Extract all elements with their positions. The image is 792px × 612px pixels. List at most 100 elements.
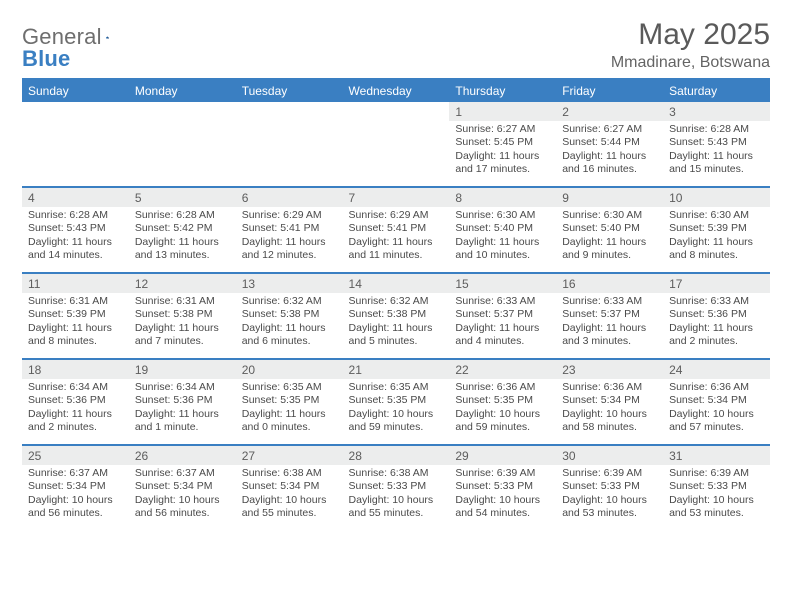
- sunrise-line: Sunrise: 6:37 AM: [135, 467, 230, 480]
- month-title: May 2025: [611, 18, 770, 52]
- day-cell: Sunrise: 6:35 AMSunset: 5:35 PMDaylight:…: [343, 379, 450, 445]
- day-cell: Sunrise: 6:38 AMSunset: 5:33 PMDaylight:…: [343, 465, 450, 531]
- sunrise-line: Sunrise: 6:28 AM: [669, 123, 764, 136]
- daylight-line: Daylight: 11 hours and 0 minutes.: [242, 408, 337, 435]
- week-number-row: 25262728293031: [22, 445, 770, 465]
- sunrise-line: Sunrise: 6:34 AM: [135, 381, 230, 394]
- weekday-header: Tuesday: [236, 80, 343, 102]
- empty-cell: [236, 102, 343, 121]
- week-data-row: Sunrise: 6:34 AMSunset: 5:36 PMDaylight:…: [22, 379, 770, 445]
- daylight-line: Daylight: 10 hours and 56 minutes.: [135, 494, 230, 521]
- weekday-header: Wednesday: [343, 80, 450, 102]
- empty-cell: [343, 121, 450, 187]
- empty-cell: [129, 121, 236, 187]
- calendar-page: General May 2025 Mmadinare, Botswana Blu…: [0, 0, 792, 612]
- sunrise-line: Sunrise: 6:37 AM: [28, 467, 123, 480]
- weekday-header: Monday: [129, 80, 236, 102]
- sunset-line: Sunset: 5:39 PM: [28, 308, 123, 321]
- weekday-header: Saturday: [663, 80, 770, 102]
- sunrise-line: Sunrise: 6:30 AM: [562, 209, 657, 222]
- sunrise-line: Sunrise: 6:35 AM: [349, 381, 444, 394]
- week-data-row: Sunrise: 6:27 AMSunset: 5:45 PMDaylight:…: [22, 121, 770, 187]
- week-number-row: 11121314151617: [22, 273, 770, 293]
- sunset-line: Sunset: 5:45 PM: [455, 136, 550, 149]
- sunrise-line: Sunrise: 6:28 AM: [28, 209, 123, 222]
- day-cell: Sunrise: 6:39 AMSunset: 5:33 PMDaylight:…: [663, 465, 770, 531]
- daylight-line: Daylight: 11 hours and 8 minutes.: [28, 322, 123, 349]
- day-number: 31: [663, 445, 770, 465]
- week-data-row: Sunrise: 6:31 AMSunset: 5:39 PMDaylight:…: [22, 293, 770, 359]
- day-number: 4: [22, 187, 129, 207]
- sunrise-line: Sunrise: 6:30 AM: [669, 209, 764, 222]
- daylight-line: Daylight: 11 hours and 4 minutes.: [455, 322, 550, 349]
- sunset-line: Sunset: 5:42 PM: [135, 222, 230, 235]
- day-number: 5: [129, 187, 236, 207]
- sunset-line: Sunset: 5:39 PM: [669, 222, 764, 235]
- day-number: 15: [449, 273, 556, 293]
- day-number: 8: [449, 187, 556, 207]
- sunrise-line: Sunrise: 6:33 AM: [562, 295, 657, 308]
- day-cell: Sunrise: 6:32 AMSunset: 5:38 PMDaylight:…: [343, 293, 450, 359]
- day-number: 3: [663, 102, 770, 121]
- day-number: 30: [556, 445, 663, 465]
- day-number: 7: [343, 187, 450, 207]
- day-number: 17: [663, 273, 770, 293]
- sunrise-line: Sunrise: 6:33 AM: [669, 295, 764, 308]
- location-subtitle: Mmadinare, Botswana: [611, 54, 770, 72]
- daylight-line: Daylight: 10 hours and 53 minutes.: [669, 494, 764, 521]
- daylight-line: Daylight: 11 hours and 11 minutes.: [349, 236, 444, 263]
- day-cell: Sunrise: 6:35 AMSunset: 5:35 PMDaylight:…: [236, 379, 343, 445]
- daylight-line: Daylight: 11 hours and 8 minutes.: [669, 236, 764, 263]
- sunset-line: Sunset: 5:33 PM: [349, 480, 444, 493]
- day-number: 20: [236, 359, 343, 379]
- logo-triangle-icon: [106, 28, 110, 46]
- sunset-line: Sunset: 5:40 PM: [562, 222, 657, 235]
- day-cell: Sunrise: 6:34 AMSunset: 5:36 PMDaylight:…: [22, 379, 129, 445]
- week-number-row: 18192021222324: [22, 359, 770, 379]
- day-cell: Sunrise: 6:29 AMSunset: 5:41 PMDaylight:…: [343, 207, 450, 273]
- sunset-line: Sunset: 5:33 PM: [455, 480, 550, 493]
- sunset-line: Sunset: 5:38 PM: [135, 308, 230, 321]
- day-cell: Sunrise: 6:37 AMSunset: 5:34 PMDaylight:…: [22, 465, 129, 531]
- daylight-line: Daylight: 10 hours and 59 minutes.: [455, 408, 550, 435]
- sunset-line: Sunset: 5:34 PM: [242, 480, 337, 493]
- logo-word-2-wrap: Blue: [22, 46, 70, 72]
- day-number: 26: [129, 445, 236, 465]
- calendar-body: 123Sunrise: 6:27 AMSunset: 5:45 PMDaylig…: [22, 102, 770, 531]
- daylight-line: Daylight: 10 hours and 53 minutes.: [562, 494, 657, 521]
- daylight-line: Daylight: 11 hours and 9 minutes.: [562, 236, 657, 263]
- day-number: 2: [556, 102, 663, 121]
- sunset-line: Sunset: 5:33 PM: [669, 480, 764, 493]
- day-cell: Sunrise: 6:27 AMSunset: 5:44 PMDaylight:…: [556, 121, 663, 187]
- sunrise-line: Sunrise: 6:29 AM: [242, 209, 337, 222]
- day-number: 11: [22, 273, 129, 293]
- daylight-line: Daylight: 11 hours and 2 minutes.: [669, 322, 764, 349]
- logo-word-2: Blue: [22, 46, 70, 71]
- sunset-line: Sunset: 5:43 PM: [669, 136, 764, 149]
- sunrise-line: Sunrise: 6:32 AM: [242, 295, 337, 308]
- day-number: 12: [129, 273, 236, 293]
- sunrise-line: Sunrise: 6:39 AM: [455, 467, 550, 480]
- sunrise-line: Sunrise: 6:33 AM: [455, 295, 550, 308]
- sunset-line: Sunset: 5:41 PM: [349, 222, 444, 235]
- weekday-header: Thursday: [449, 80, 556, 102]
- sunrise-line: Sunrise: 6:29 AM: [349, 209, 444, 222]
- week-data-row: Sunrise: 6:28 AMSunset: 5:43 PMDaylight:…: [22, 207, 770, 273]
- week-number-row: 123: [22, 102, 770, 121]
- sunset-line: Sunset: 5:37 PM: [562, 308, 657, 321]
- day-cell: Sunrise: 6:38 AMSunset: 5:34 PMDaylight:…: [236, 465, 343, 531]
- sunrise-line: Sunrise: 6:30 AM: [455, 209, 550, 222]
- daylight-line: Daylight: 11 hours and 5 minutes.: [349, 322, 444, 349]
- sunset-line: Sunset: 5:33 PM: [562, 480, 657, 493]
- daylight-line: Daylight: 11 hours and 6 minutes.: [242, 322, 337, 349]
- daylight-line: Daylight: 11 hours and 13 minutes.: [135, 236, 230, 263]
- sunset-line: Sunset: 5:35 PM: [455, 394, 550, 407]
- day-number: 27: [236, 445, 343, 465]
- day-cell: Sunrise: 6:30 AMSunset: 5:40 PMDaylight:…: [556, 207, 663, 273]
- daylight-line: Daylight: 10 hours and 55 minutes.: [242, 494, 337, 521]
- week-number-row: 45678910: [22, 187, 770, 207]
- sunrise-line: Sunrise: 6:36 AM: [669, 381, 764, 394]
- empty-cell: [22, 121, 129, 187]
- day-cell: Sunrise: 6:30 AMSunset: 5:39 PMDaylight:…: [663, 207, 770, 273]
- weekday-header: Sunday: [22, 80, 129, 102]
